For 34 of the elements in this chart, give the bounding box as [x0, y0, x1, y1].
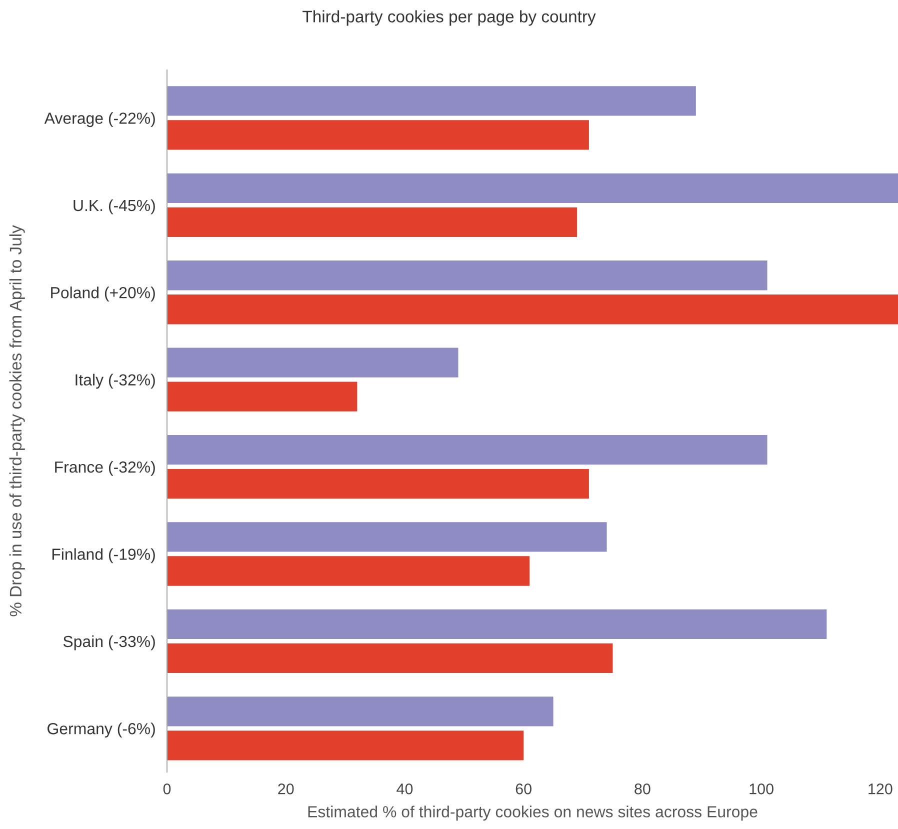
bar [167, 696, 554, 726]
bar [167, 556, 530, 586]
x-tick-label: 120 [868, 784, 892, 794]
bar [167, 207, 578, 237]
y-tick-label: Spain (-33%) [63, 635, 155, 650]
bar [167, 294, 898, 324]
y-tick-label: Italy (-32%) [76, 374, 155, 389]
bar [167, 522, 607, 552]
bar [167, 609, 827, 640]
y-tick-label: France (-32%) [55, 460, 155, 476]
y-tick-label: Poland (+20%) [51, 286, 155, 302]
y-axis-title: % Drop in use of third-party cookies from April to July [9, 225, 25, 616]
x-tick-label: 20 [278, 784, 294, 794]
y-tick-label: Finland (-19%) [52, 548, 155, 564]
x-tick-label: 100 [750, 784, 774, 794]
x-tick-label: 0 [163, 784, 171, 794]
bar [167, 120, 589, 150]
bar [167, 173, 898, 203]
bar [167, 86, 696, 116]
bar [167, 643, 613, 674]
y-tick-label: Germany (-6%) [48, 722, 155, 738]
bar [167, 730, 524, 760]
bar [167, 348, 458, 378]
bar [167, 260, 768, 290]
bar [167, 468, 589, 499]
x-axis-title: Estimated % of third-party cookies on news sites across Europe [308, 806, 758, 821]
chart-title: Third-party cookies per page by country [302, 10, 596, 26]
x-tick-label: 80 [634, 784, 650, 794]
bar [167, 434, 768, 465]
bar [167, 382, 358, 412]
x-tick-label: 40 [396, 784, 413, 794]
x-tick-label: 60 [516, 784, 532, 794]
y-tick-label: Average (-22%) [44, 112, 155, 128]
y-tick-label: U.K. (-45%) [74, 199, 155, 214]
